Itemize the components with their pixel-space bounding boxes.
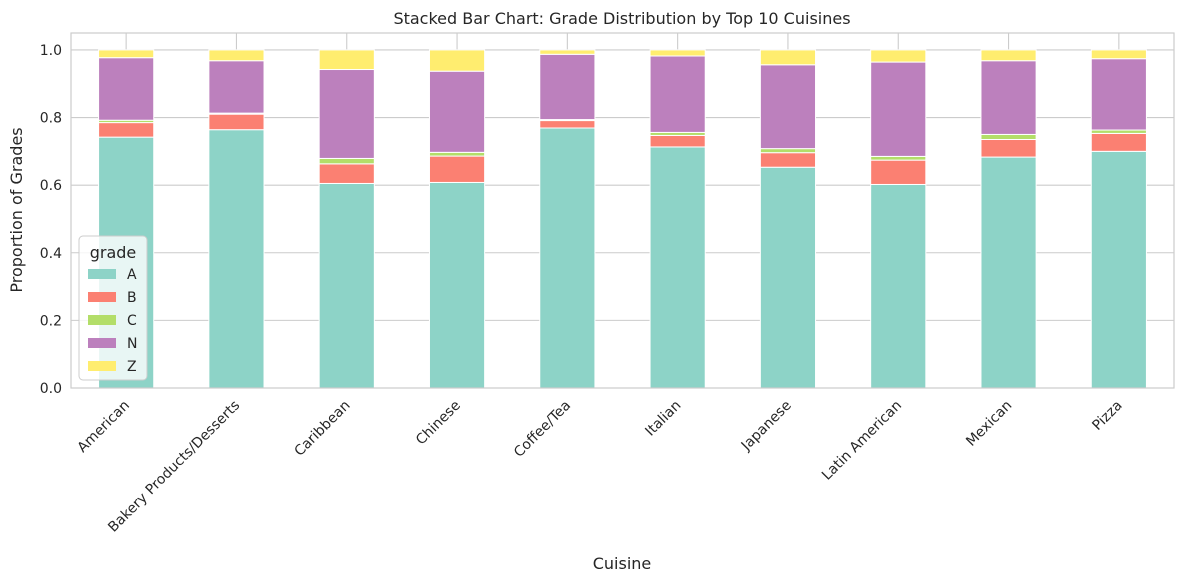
bar-segment-n: [649, 55, 706, 133]
bar-segment-z: [208, 49, 265, 62]
bar-segment-z: [98, 49, 155, 59]
x-tick-label: American: [75, 398, 133, 456]
bar-segment-c: [1090, 129, 1147, 134]
x-tick-label: Coffee/Tea: [511, 398, 574, 461]
y-tick-label: 0.6: [40, 178, 62, 194]
bar-segment-c: [980, 133, 1037, 141]
bar-segment-z: [759, 49, 817, 66]
bar-segment-z: [539, 49, 596, 55]
legend-swatch-n: [88, 338, 116, 348]
bar-segment-n: [759, 64, 817, 150]
y-tick-label: 1.0: [40, 43, 62, 59]
x-tick-label: Japanese: [738, 398, 795, 455]
bar-segment-z: [870, 49, 927, 63]
y-tick-labels: 0.0 0.2 0.4 0.6 0.8 1.0: [40, 43, 62, 397]
legend-label-a: A: [127, 267, 137, 283]
bar-segment-z: [428, 49, 486, 72]
bar-segment-z: [649, 49, 706, 57]
bar-segment-n: [980, 60, 1037, 135]
bar-segment-n: [539, 53, 596, 121]
bar-segment-a: [318, 182, 375, 389]
legend-swatch-c: [88, 315, 116, 325]
x-axis-label: Cuisine: [593, 554, 652, 573]
bar-segment-n: [1090, 58, 1147, 131]
bar-segment-b: [980, 139, 1037, 158]
legend-label-c: C: [127, 313, 137, 329]
bar-segment-a: [428, 181, 486, 389]
x-tick-label: Bakery Products/Desserts: [105, 398, 243, 536]
y-tick-label: 0.8: [40, 111, 62, 127]
x-tick-label: Chinese: [413, 398, 464, 449]
bar-segment-n: [98, 57, 155, 121]
x-tick-label: Pizza: [1089, 398, 1125, 434]
bar-segment-n: [208, 60, 265, 114]
bar-segment-a: [208, 129, 265, 389]
bar-segment-n: [870, 61, 927, 157]
bar-segment-b: [539, 120, 596, 129]
bar-segment-b: [428, 155, 486, 183]
bars: [98, 49, 1147, 389]
legend-swatch-a: [88, 269, 116, 279]
bar-segment-b: [870, 159, 927, 185]
bar-segment-c: [428, 151, 486, 157]
x-tick-label: Caribbean: [291, 398, 353, 460]
bar-segment-b: [208, 113, 265, 131]
bar-segment-b: [759, 152, 817, 168]
y-axis-label: Proportion of Grades: [7, 127, 26, 292]
bar-segment-z: [980, 49, 1037, 62]
bar-segment-b: [318, 163, 375, 184]
bar-segment-a: [1090, 150, 1147, 389]
legend-label-b: B: [127, 290, 137, 306]
y-tick-label: 0.0: [40, 381, 62, 397]
bar-segment-z: [1090, 49, 1147, 60]
bar-segment-c: [759, 148, 817, 154]
bar-segment-b: [98, 122, 155, 138]
bar-segment-n: [428, 70, 486, 153]
plot-frame: [70, 32, 1175, 389]
legend-swatch-z: [88, 361, 116, 371]
bar-segment-b: [1090, 132, 1147, 152]
legend-label-n: N: [127, 336, 137, 352]
legend-title: grade: [90, 243, 137, 262]
y-tick-label: 0.2: [40, 313, 62, 329]
x-tick-label: Latin American: [819, 398, 905, 484]
bar-segment-a: [539, 127, 596, 389]
bar-segment-b: [649, 134, 706, 148]
bar-segment-a: [980, 156, 1037, 389]
bar-segment-c: [318, 157, 375, 165]
x-tick-label: Mexican: [963, 398, 1015, 450]
legend-label-z: Z: [127, 359, 137, 375]
chart-title: Stacked Bar Chart: Grade Distribution by…: [393, 9, 850, 28]
bar-segment-a: [870, 183, 927, 389]
bar-segment-a: [649, 146, 706, 389]
y-tick-label: 0.4: [40, 246, 62, 262]
bar-segment-a: [759, 166, 817, 389]
x-tick-label: Italian: [642, 398, 684, 440]
bar-segment-c: [870, 155, 927, 161]
legend-swatch-b: [88, 292, 116, 302]
bar-segment-n: [318, 69, 375, 159]
bar-segment-z: [318, 49, 375, 71]
